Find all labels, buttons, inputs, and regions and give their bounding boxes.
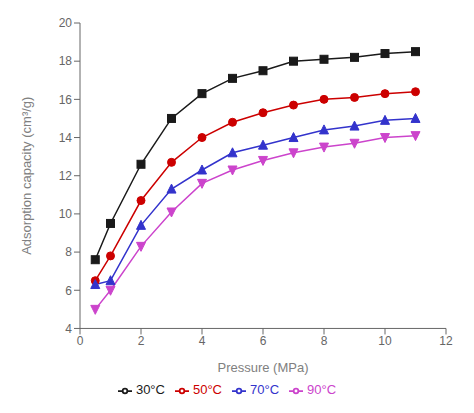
svg-text:4: 4: [65, 322, 72, 336]
svg-text:0: 0: [77, 334, 84, 348]
svg-text:6: 6: [260, 334, 267, 348]
svg-text:20: 20: [59, 16, 73, 30]
svg-text:6: 6: [65, 284, 72, 298]
svg-text:12: 12: [59, 169, 73, 183]
html-text:30°C: 30°C: [135, 382, 165, 398]
svg-text:Adsorption capacity (cm³/g): Adsorption capacity (cm³/g): [19, 97, 34, 255]
html-text:50°C: 50°C: [193, 382, 222, 398]
svg-text:14: 14: [59, 131, 73, 145]
svg-text:10: 10: [378, 334, 392, 348]
svg-text:12: 12: [439, 334, 453, 348]
svg-text:2: 2: [138, 334, 145, 348]
html-text:90°C: 90°C: [307, 382, 337, 398]
svg-text:16: 16: [59, 93, 73, 107]
svg-text:4: 4: [199, 334, 206, 348]
svg-text:8: 8: [65, 245, 72, 259]
html-text:70°C: 70°C: [250, 382, 279, 398]
svg-text:10: 10: [59, 207, 73, 221]
svg-text:18: 18: [59, 54, 73, 68]
svg-text:8: 8: [321, 334, 328, 348]
svg-text:Pressure (MPa): Pressure (MPa): [217, 360, 308, 375]
